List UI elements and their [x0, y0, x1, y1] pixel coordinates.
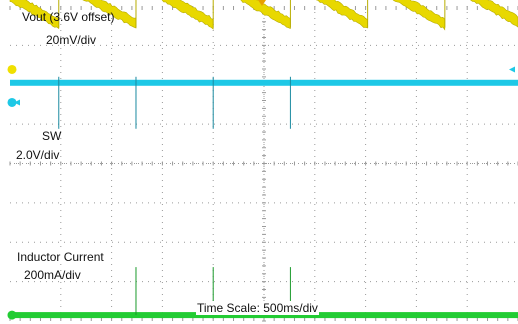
inductor-scale-label: 200mA/div — [24, 268, 81, 282]
vout-trace-segment — [82, 0, 137, 29]
trigger-marker — [258, 0, 266, 6]
vout-trace-segment — [9, 0, 60, 30]
vout-trace-segment — [392, 0, 446, 31]
sw-series-label: SW — [42, 129, 62, 143]
channel-4-marker — [7, 310, 17, 320]
vout-trace-segment — [315, 0, 368, 29]
vout-trace-segment — [161, 0, 214, 30]
inductor-trace — [10, 312, 518, 319]
sw-offset-arrow — [509, 66, 515, 73]
time-scale-label: Time Scale: 500ms/div — [196, 301, 319, 315]
inductor-series-label: Inductor Current — [16, 250, 105, 264]
channel-2-marker — [7, 97, 17, 107]
vout-trace-segment — [470, 0, 518, 28]
vout-series-label: Vout (3.6V offset) — [22, 10, 115, 24]
vout-scale-label: 20mV/div — [46, 33, 97, 47]
sw-zero-arrow — [14, 99, 20, 106]
sw-scale-label: 2.0V/div — [16, 148, 60, 162]
grid — [9, 5, 518, 322]
channel-1-marker — [7, 64, 17, 74]
sw-trace — [10, 79, 518, 86]
vout-trace-segment — [239, 0, 291, 29]
traces — [9, 0, 518, 319]
channel-markers — [7, 0, 515, 320]
